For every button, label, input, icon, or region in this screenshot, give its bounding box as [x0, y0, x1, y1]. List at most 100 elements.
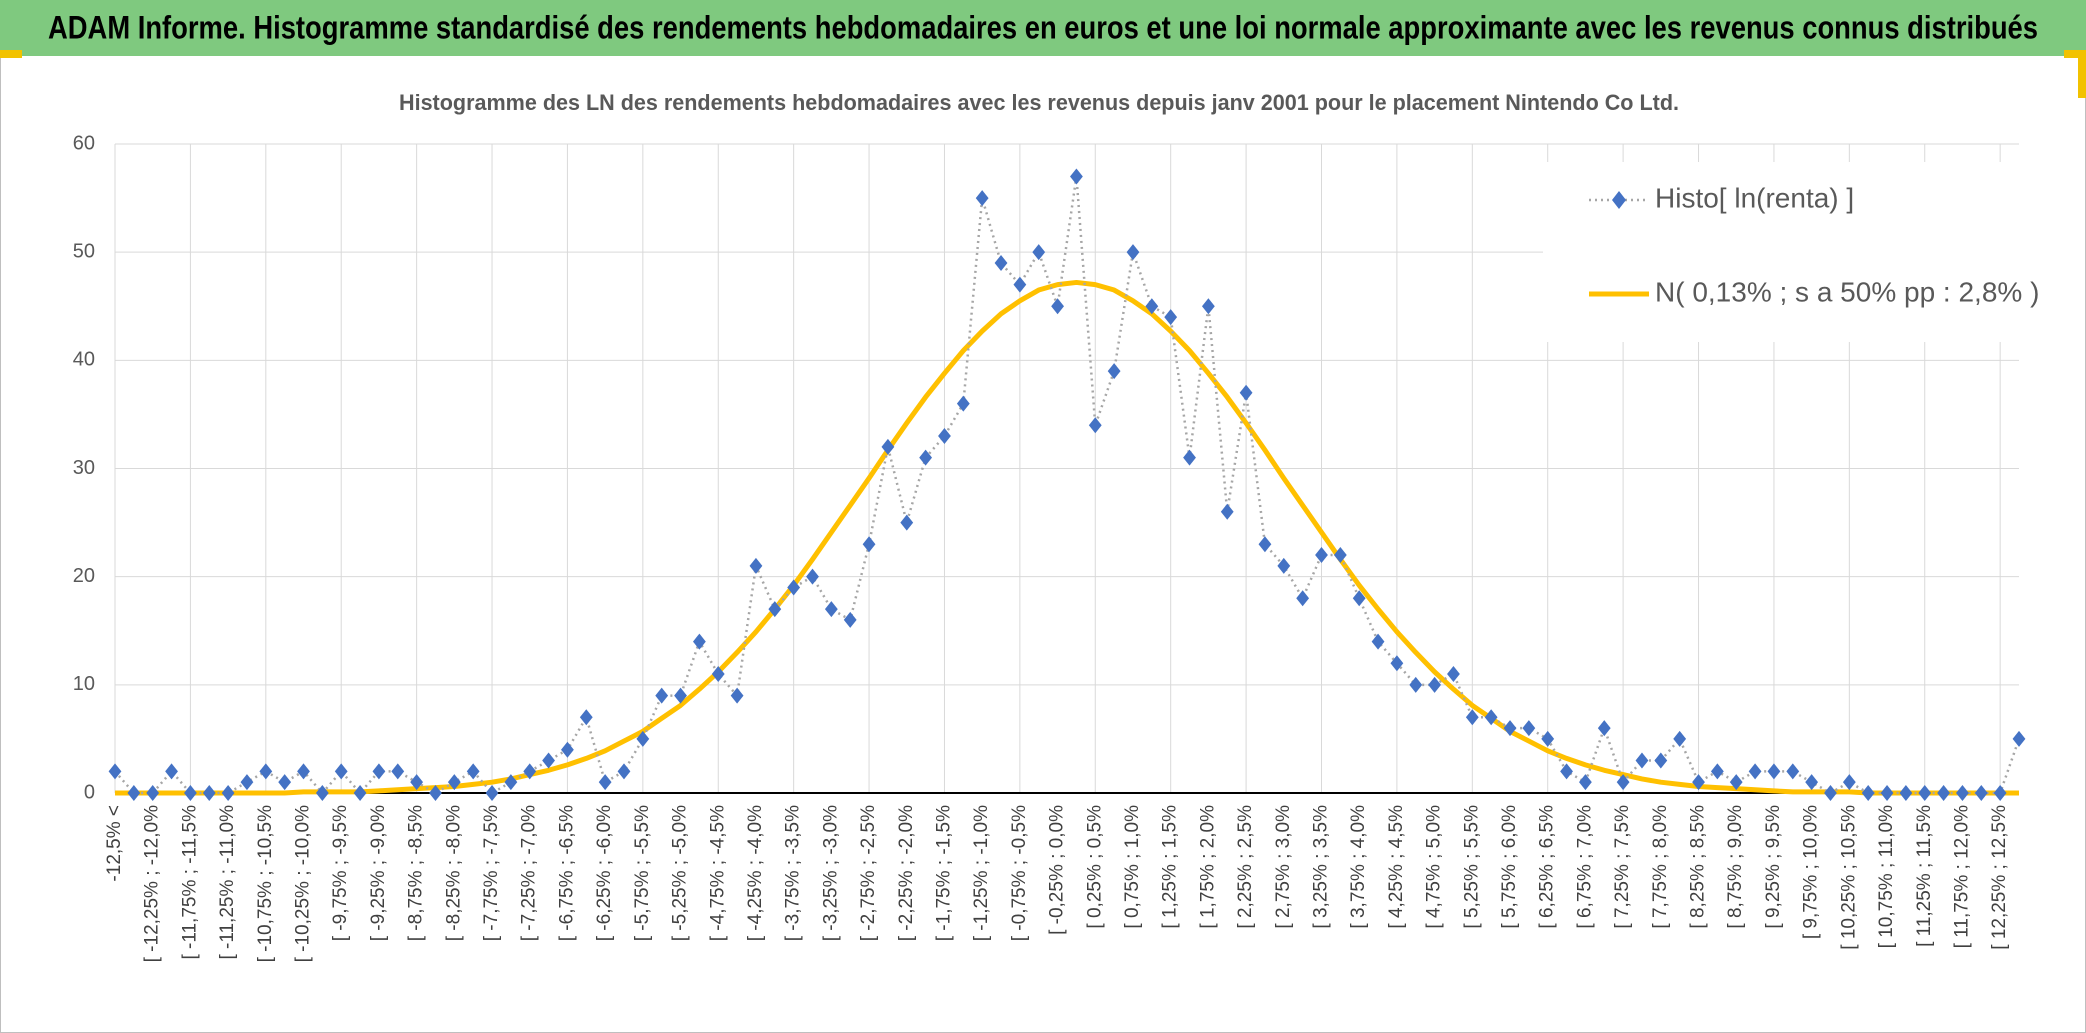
marker [692, 633, 706, 650]
marker [938, 428, 951, 445]
marker [1428, 676, 1442, 693]
marker [1824, 785, 1837, 801]
marker [1842, 774, 1856, 791]
x-tick-label: [ 1,75% ; 2,0% [1197, 805, 1218, 929]
marker [429, 785, 442, 801]
x-tick-label: [ 9,25% ; 9,5% [1763, 805, 1784, 929]
x-tick-label: [ -6,75% ; -6,5% [556, 805, 577, 941]
x-tick-label: [ 3,75% ; 4,0% [1348, 805, 1369, 929]
marker [1597, 720, 1611, 737]
marker [1315, 547, 1328, 564]
marker [165, 763, 178, 780]
marker [1579, 774, 1592, 791]
marker [1484, 709, 1498, 726]
series-line [115, 279, 2019, 796]
marker [862, 536, 876, 553]
x-tick-label: [ -9,75% ; -9,5% [330, 805, 351, 941]
x-tick-label: [ -6,25% ; -6,0% [594, 805, 615, 941]
x-tick-label: [ -4,25% ; -4,0% [745, 805, 766, 941]
x-tick-label: [ 4,75% ; 5,0% [1424, 805, 1445, 929]
marker [1767, 763, 1781, 780]
marker [1183, 449, 1196, 466]
marker [1616, 774, 1630, 791]
marker [1333, 547, 1347, 564]
y-tick-label: 20 [73, 565, 95, 587]
marker [278, 774, 292, 791]
x-tick-label: [ 5,25% ; 5,5% [1461, 805, 1482, 929]
marker [1239, 384, 1253, 401]
marker [1654, 752, 1668, 769]
marker [1748, 763, 1762, 780]
x-tick-label: [ 3,25% ; 3,5% [1311, 805, 1332, 929]
x-tick-label: [ 12,25% ; 12,5% [1989, 805, 2010, 950]
marker [919, 449, 933, 466]
x-tick-label: [ -5,75% ; -5,5% [632, 805, 653, 941]
marker [504, 774, 518, 791]
marker [466, 763, 480, 780]
legend-label: N( 0,13% ; s a 50% pp : 2,8% ) [1655, 276, 2039, 307]
marker [240, 774, 254, 791]
marker [1145, 298, 1159, 315]
marker [1296, 590, 1310, 607]
x-tick-label: [ 2,75% ; 3,0% [1273, 805, 1294, 929]
marker [1673, 730, 1687, 747]
marker [806, 568, 819, 585]
marker [202, 785, 216, 801]
x-tick-label: [ 4,25% ; 4,5% [1386, 805, 1407, 929]
corner [0, 50, 22, 58]
x-tick-label: [ -10,25% ; -10,0% [293, 805, 314, 962]
marker [259, 763, 273, 780]
x-tick-label: [ 1,25% ; 1,5% [1160, 805, 1181, 929]
x-tick-label: [ 2,25% ; 2,5% [1235, 805, 1256, 929]
x-tick-label: [ 0,75% ; 1,0% [1122, 805, 1143, 929]
x-tick-label: [ 6,25% ; 6,5% [1537, 805, 1558, 929]
marker [1899, 785, 1913, 801]
marker [1710, 763, 1724, 780]
x-tick-label: [ -11,75% ; -11,5% [179, 805, 200, 960]
x-tick-label: [ -9,25% ; -9,0% [368, 805, 389, 941]
marker [1070, 168, 1083, 185]
marker [523, 763, 537, 780]
x-tick-label: [ 8,25% ; 8,5% [1688, 805, 1709, 929]
marker [391, 763, 405, 780]
marker [334, 763, 348, 780]
corner [2064, 50, 2086, 58]
x-tick-label: [ 0,25% ; 0,5% [1084, 805, 1105, 929]
y-tick-label: 30 [73, 457, 95, 479]
marker [1956, 785, 1969, 801]
marker [1786, 763, 1800, 780]
marker [1390, 655, 1404, 672]
legend-label: Histo[ ln(renta) ] [1655, 182, 1854, 213]
marker [2012, 730, 2026, 747]
x-tick-label: [ 10,25% ; 10,5% [1838, 805, 1859, 950]
marker [108, 763, 122, 780]
marker [1277, 557, 1291, 574]
y-tick-label: 0 [84, 781, 95, 803]
header-title: ADAM Informe. Histogramme standardisé de… [48, 9, 2038, 45]
marker [1729, 774, 1743, 791]
x-tick-label: -12,5% < [104, 805, 125, 882]
y-tick-label: 40 [73, 349, 95, 371]
marker [447, 774, 461, 791]
marker [1258, 536, 1272, 553]
marker [881, 438, 895, 455]
marker [184, 785, 197, 801]
marker [1371, 633, 1385, 650]
marker [1013, 276, 1027, 293]
marker [1692, 774, 1705, 791]
marker [674, 687, 687, 704]
marker [598, 774, 612, 791]
x-tick-label: [ -2,75% ; -2,5% [858, 805, 879, 941]
x-tick-label: [ -1,75% ; -1,5% [933, 805, 954, 941]
marker [824, 601, 838, 618]
marker [542, 752, 555, 769]
x-tick-label: [ 8,75% ; 9,0% [1725, 805, 1746, 929]
x-tick-label: [ 10,75% ; 11,0% [1876, 805, 1897, 948]
x-tick-label: [ -3,25% ; -3,0% [820, 805, 841, 941]
x-tick-label: [ -1,25% ; -1,0% [971, 805, 992, 941]
marker [1541, 730, 1555, 747]
marker [1918, 785, 1932, 801]
marker [1465, 709, 1479, 726]
x-tick-label: [ 11,25% ; 11,5% [1914, 805, 1935, 947]
